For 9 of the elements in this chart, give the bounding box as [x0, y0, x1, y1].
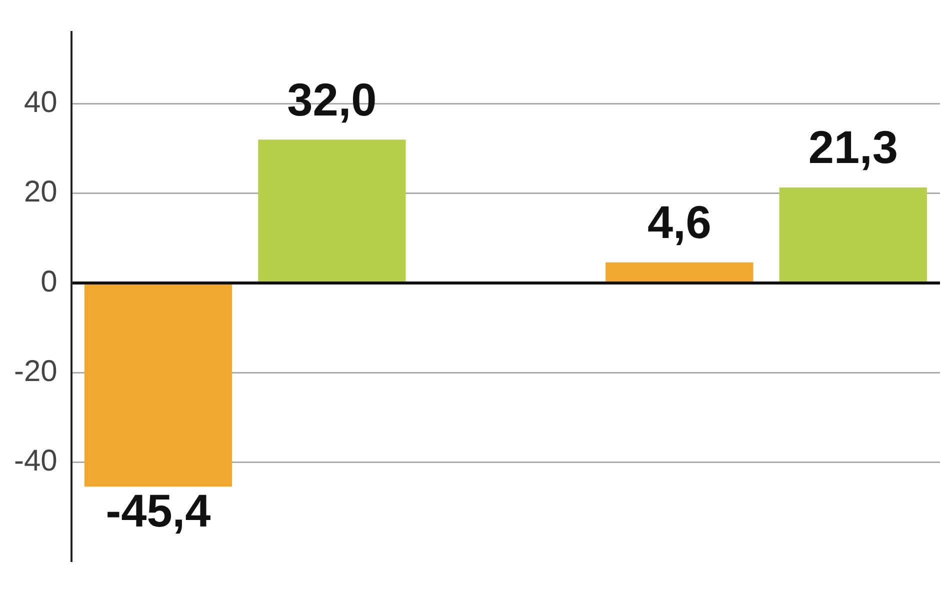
data-label: 32,0: [287, 73, 377, 126]
data-label: 21,3: [808, 121, 898, 174]
data-label: -45,4: [106, 484, 212, 536]
y-tick-label: 0: [40, 265, 58, 298]
y-tick-label: -40: [14, 444, 58, 478]
y-tick-label: 40: [24, 86, 58, 119]
y-tick-label: -20: [14, 354, 58, 388]
y-tick-label: 20: [24, 176, 58, 209]
data-label: 4,6: [647, 196, 712, 248]
